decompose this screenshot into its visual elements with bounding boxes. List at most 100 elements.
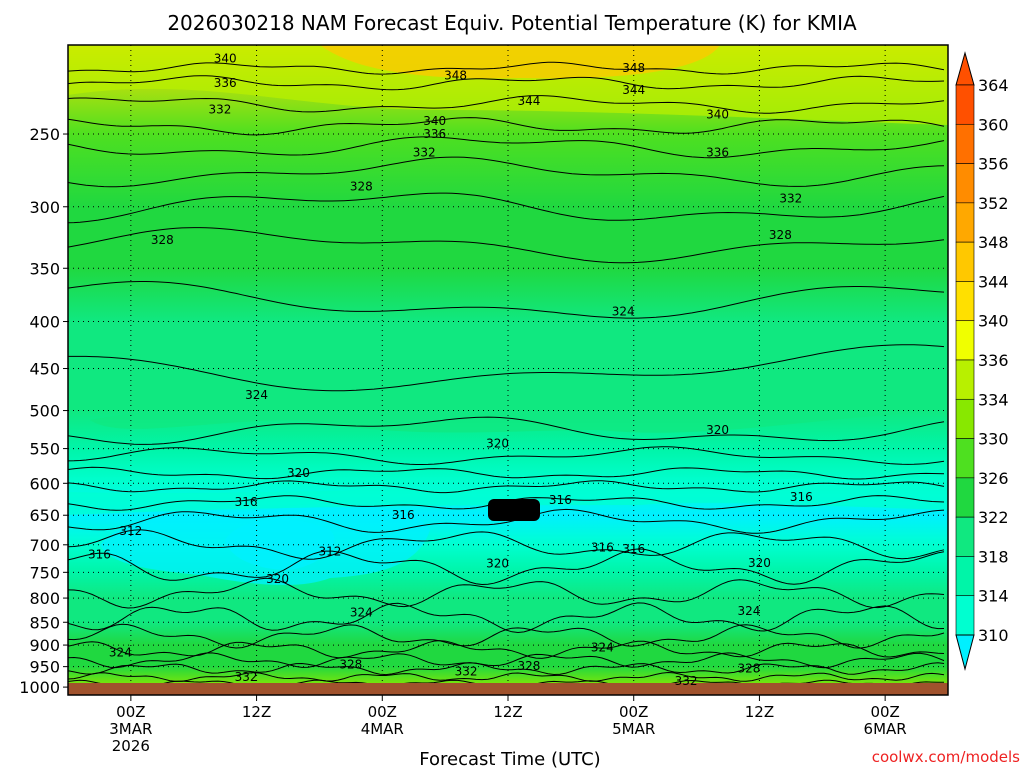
contour-line	[68, 508, 945, 534]
contour-line	[68, 480, 945, 494]
contour-line	[68, 446, 945, 465]
colorbar-segment	[955, 595, 975, 636]
field-anomalies	[68, 45, 948, 586]
contour-line	[68, 117, 945, 136]
contour-label: 312	[119, 524, 142, 538]
x-tick-label: 00Z	[368, 703, 397, 721]
contour-line	[68, 623, 945, 649]
contour-line	[68, 227, 945, 264]
colorbar-segment	[955, 84, 975, 125]
contour-line	[68, 192, 945, 224]
colorbar-segment	[955, 438, 975, 479]
y-tick-label: 400	[29, 313, 60, 332]
contour-label: 328	[339, 658, 362, 672]
y-tick-label: 300	[29, 198, 60, 217]
colorbar-tick-label: 318	[978, 547, 1009, 566]
colorbar-tick-label: 344	[978, 272, 1009, 291]
contour-labels: 3403363323483443403363323483443403363323…	[88, 52, 813, 688]
colorbar-segment	[955, 320, 975, 361]
chart-title: 2026030218 NAM Forecast Equiv. Potential…	[167, 11, 857, 35]
colorbar-segment	[955, 163, 975, 204]
y-tick-label: 850	[29, 613, 60, 632]
y-axis: 250 300 350 400 450 500 550 600 650 700 750 800 850 9…	[19, 125, 68, 697]
x-tick-label: 12Z	[242, 703, 271, 721]
contour-label: 316	[549, 493, 572, 507]
contour-label: 316	[392, 508, 415, 522]
contour-label: 324	[737, 604, 760, 618]
contour-label: 324	[245, 388, 268, 402]
colorbar-tick-label: 314	[978, 587, 1009, 606]
contour-label: 324	[612, 304, 635, 318]
contour-label: 332	[675, 674, 698, 688]
dense-contour-cluster	[488, 499, 540, 521]
y-tick-label: 650	[29, 506, 60, 525]
contour-line	[68, 548, 945, 586]
colorbar-tick-label: 322	[978, 508, 1009, 527]
contour-label: 332	[455, 665, 478, 679]
contour-label: 332	[235, 670, 258, 684]
contour-label: 328	[350, 179, 373, 193]
contour-label: 324	[109, 646, 132, 660]
colorbar-tick-label: 336	[978, 351, 1009, 370]
colorbar-tick-label: 348	[978, 233, 1009, 252]
mid-band	[90, 350, 948, 433]
contour-line	[68, 652, 945, 669]
y-tick-label: 750	[29, 563, 60, 582]
colorbar: 310 314 318 322 326 330 334 336 340 344 348 352 356 3…	[955, 51, 1009, 671]
contour-line	[68, 671, 945, 682]
colorbar-segment	[955, 398, 975, 439]
contour-line	[68, 281, 945, 319]
contour-line	[68, 156, 945, 188]
contour-line	[68, 416, 945, 445]
y-tick-label: 1000	[19, 678, 60, 697]
contour-line	[68, 344, 945, 392]
coldest-pocket	[225, 519, 335, 570]
y-tick-label: 800	[29, 589, 60, 608]
colorbar-segment	[955, 241, 975, 282]
colorbar-tick-label: 310	[978, 626, 1009, 645]
plot-area: 3403363323483443403363323483443403363323…	[68, 45, 948, 695]
x-tick-label: 3MAR	[109, 720, 152, 738]
x-tick-label: 00Z	[116, 703, 145, 721]
contour-line	[68, 75, 945, 91]
y-tick-label: 900	[29, 636, 60, 655]
contour-label: 344	[517, 94, 540, 108]
contour-label: 344	[622, 83, 645, 97]
contour-label: 324	[350, 605, 373, 619]
y-tick-label: 950	[29, 658, 60, 677]
colorbar-segment	[955, 516, 975, 557]
y-tick-label: 700	[29, 536, 60, 555]
colorbar-segment	[955, 123, 975, 164]
x-axis-label: Forecast Time (UTC)	[419, 749, 600, 768]
contour-label: 320	[287, 466, 310, 480]
contour-label: 320	[706, 423, 729, 437]
y-tick-label: 350	[29, 259, 60, 278]
contour-label: 340	[423, 114, 446, 128]
colorbar-tick-label: 356	[978, 155, 1009, 174]
colorbar-segment	[955, 202, 975, 243]
x-tick-label: 00Z	[870, 703, 899, 721]
contour-label: 348	[444, 69, 467, 83]
contour-line	[68, 529, 945, 560]
contour-label: 320	[748, 556, 771, 570]
contour-line	[68, 577, 945, 609]
colorbar-tick-label: 330	[978, 430, 1009, 449]
colorbar-segment	[955, 556, 975, 597]
colorbar-segment	[955, 281, 975, 322]
contour-label: 336	[423, 127, 446, 141]
contour-label: 320	[486, 436, 509, 450]
moist-layer	[68, 478, 948, 515]
colorbar-tick-label: 352	[978, 194, 1009, 213]
x-tick-label: 4MAR	[361, 720, 404, 738]
y-tick-label: 600	[29, 474, 60, 493]
contour-label: 324	[591, 640, 614, 654]
credit-text[interactable]: coolwx.com/models	[872, 748, 1020, 766]
contour-label: 340	[214, 52, 237, 66]
contour-label: 328	[151, 233, 174, 247]
contour-label: 328	[769, 228, 792, 242]
x-tick-label: 12Z	[745, 703, 774, 721]
contour-label: 340	[706, 107, 729, 121]
contour-label: 316	[790, 490, 813, 504]
colorbar-bottom-arrow	[955, 634, 975, 671]
